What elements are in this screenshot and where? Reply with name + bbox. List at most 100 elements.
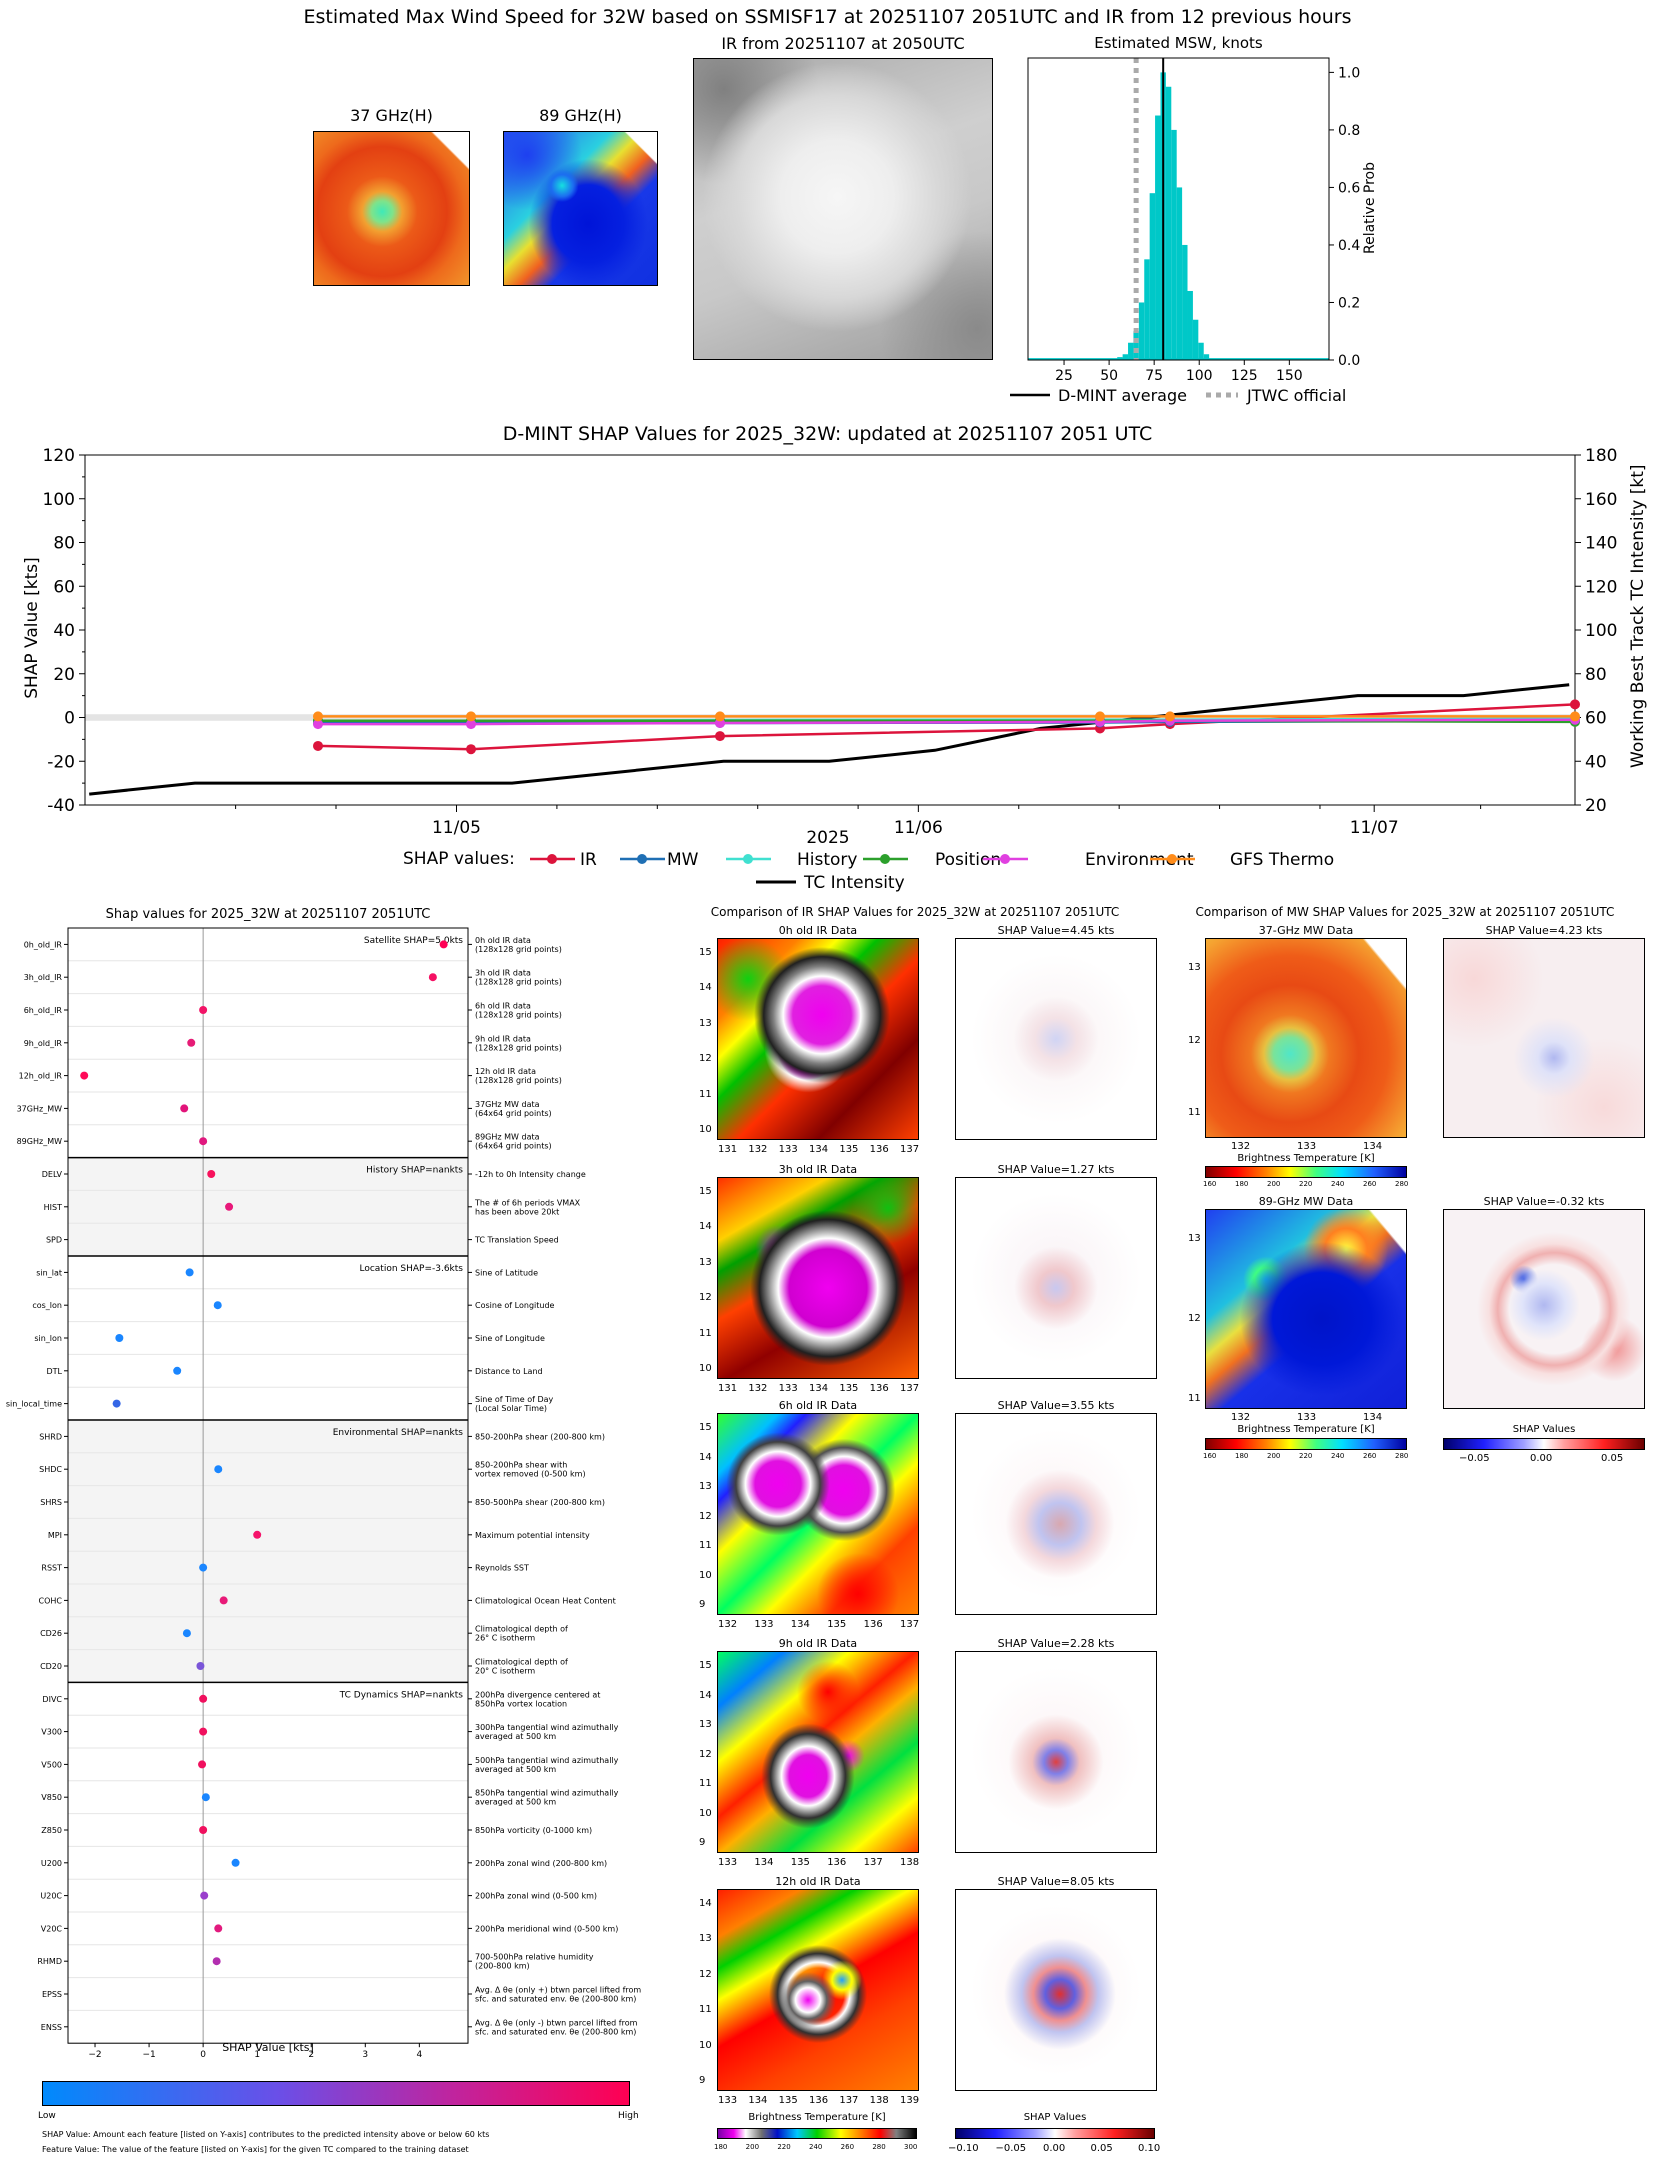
group-label: Location SHAP=-3.6kts [359, 1264, 463, 1274]
ir-xtick-label: 133 [778, 1144, 798, 1155]
feature-description: (128x128 grid points) [475, 1076, 562, 1085]
feature-point-v500 [198, 1760, 207, 1769]
ir-xtick-label: 133 [754, 1619, 774, 1630]
feature-point-rhmd [212, 1957, 221, 1966]
ir-xtick-label: 134 [790, 1619, 810, 1630]
ir-xtick-label: 136 [863, 1619, 883, 1630]
hist-xtick-label: 125 [1231, 368, 1258, 384]
mw-bt-tick-label: 280 [1395, 1452, 1409, 1460]
hist-bar [1165, 86, 1172, 360]
legend-avg-label: D-MINT average [1058, 386, 1187, 405]
feature-description: 0h old IR data [475, 936, 531, 945]
ir-ytick-label: 13 [699, 1719, 712, 1730]
hist-bar [1144, 259, 1150, 360]
ir-ytick-label: 9 [699, 1837, 706, 1848]
ir-data-image [717, 1177, 919, 1379]
legend-label-gfs-thermo: GFS Thermo [1230, 850, 1334, 870]
scatter-xtick-label: 4 [416, 2050, 422, 2060]
feature-description: Distance to Land [475, 1367, 543, 1376]
shap-line-chart: -40 -20 0 20 40 60 80 100 120 20 40 60 80 100 120 140 16… [43, 446, 1618, 838]
mw-bt-tick-label: 260 [1363, 1180, 1377, 1188]
series-point-gfs-thermo [1095, 711, 1105, 722]
ir-ytick-label: 10 [699, 1124, 712, 1135]
hist-bar [1198, 342, 1204, 360]
feature-description: 37GHz MW data [475, 1100, 540, 1109]
feature-point-cd20 [196, 1662, 205, 1670]
hist-bar [1171, 129, 1177, 360]
ir-data-image [717, 1651, 919, 1853]
ir-xtick-label: 136 [869, 1383, 889, 1394]
hist-ytick-label: 0.4 [1338, 238, 1360, 254]
ir-ytick-label: 9 [699, 2075, 706, 2086]
mw37-bt-colorbar [1205, 1166, 1407, 1178]
feature-description: 200hPa zonal wind (200-800 km) [475, 1859, 607, 1868]
feature-point-dtl [173, 1366, 182, 1375]
mw-xtick-label: 134 [1363, 1141, 1383, 1152]
mw-xtick-label: 134 [1363, 1412, 1383, 1423]
feature-point-cos-lon [213, 1301, 222, 1310]
ir-ytick-label: 11 [699, 1540, 712, 1551]
feature-name: 6h_old_IR [24, 1006, 63, 1015]
legend-marker-position [880, 854, 890, 864]
ir-shap-tick-label: 0.10 [1138, 2143, 1161, 2154]
feature-name: EPSS [42, 1990, 62, 1999]
feature-description: TC Translation Speed [474, 1236, 559, 1245]
ir-ytick-label: 10 [699, 1807, 712, 1819]
swath-edge [1334, 939, 1406, 1039]
feature-description: 200hPa zonal wind (0-500 km) [475, 1892, 597, 1901]
mw-bt-tick-label: 180 [1235, 1180, 1249, 1188]
mw89-ytick-label: 11 [1188, 1393, 1201, 1404]
mw-shap-colorbar-label: SHAP Values [1512, 1424, 1576, 1435]
ir-ytick-label: 14 [699, 1221, 712, 1233]
ir-ytick-label: 13 [699, 1256, 712, 1268]
ir-shap-colorbar [955, 2128, 1155, 2139]
feature-point-v850 [201, 1793, 210, 1802]
feature-name: 12h_old_IR [19, 1072, 63, 1081]
feature-description: (64x64 grid points) [475, 1109, 552, 1118]
msw-histogram: 25 50 75 100 125 150 0.0 0.2 0.4 0.6 0.8 1.0 [1027, 57, 1360, 384]
series-point-ir [466, 744, 476, 755]
feature-name: sin_lon [34, 1334, 62, 1343]
ir-ytick-label: 12 [699, 1510, 712, 1522]
mwcomp-title: Comparison of MW SHAP Values for 2025_32… [1195, 905, 1615, 919]
shapbar-xlabel: SHAP Value [kts] [222, 2041, 314, 2054]
ir-xtick-label: 137 [900, 1383, 920, 1394]
ir-ytick-label: 11 [699, 1327, 712, 1339]
ir-xtick-label: 139 [900, 2095, 920, 2106]
feature-point-0h-old-ir [439, 940, 448, 949]
feature-description: 850-500hPa shear (200-800 km) [475, 1498, 605, 1507]
series-point-gfs-thermo [1165, 711, 1175, 722]
feature-description: (128x128 grid points) [475, 978, 562, 987]
legend-label-position: Position [935, 850, 1001, 870]
feature-description: 850hPa vortex location [475, 1699, 567, 1708]
feature-description: 26° C isotherm [475, 1634, 535, 1643]
ir-xtick-label: 134 [748, 2095, 768, 2106]
panel-37ghz-title: 37 GHz(H) [350, 106, 433, 125]
mw37-image [1205, 938, 1407, 1138]
ir-shap-title: SHAP Value=3.55 kts [997, 1399, 1115, 1412]
series-point-gfs-thermo [313, 711, 323, 722]
hist-bar [1138, 302, 1145, 360]
mw89-ytick-label: 13 [1188, 1233, 1201, 1244]
feature-description: 700-500hPa relative humidity [475, 1953, 594, 1962]
feature-description: 300hPa tangential wind azimuthally [475, 1723, 619, 1732]
mw-bt-tick-label: 220 [1299, 1452, 1313, 1460]
xtick-label: 11/06 [894, 818, 943, 838]
group-label: History SHAP=nankts [366, 1166, 463, 1176]
ir-ytick-label: 10 [699, 2039, 712, 2051]
legend-jtwc-label: JTWC official [1247, 386, 1347, 405]
left-ytick-label: -40 [47, 796, 75, 816]
feature-description: Sine of Latitude [475, 1268, 538, 1277]
mw89-ytick-label: 12 [1188, 1313, 1201, 1324]
feature-note: Feature Value: The value of the feature … [42, 2145, 469, 2154]
shapline-legend: IR MW History Position Environment GFS Thermo [530, 850, 1334, 884]
feature-point-delv [207, 1170, 216, 1178]
ir-shap-colorbar-label: SHAP Values [1023, 2112, 1087, 2123]
mw89-shap-title: SHAP Value=-0.32 kts [1483, 1195, 1605, 1208]
feature-point-v300 [199, 1727, 208, 1736]
ir-ytick-label: 10 [699, 1363, 712, 1374]
shapline-legend-title: SHAP values: [403, 849, 515, 869]
left-ytick-label: -20 [47, 752, 75, 772]
ir-bt-tick-label: 200 [745, 2143, 760, 2151]
series-point-gfs-thermo [1570, 711, 1580, 722]
